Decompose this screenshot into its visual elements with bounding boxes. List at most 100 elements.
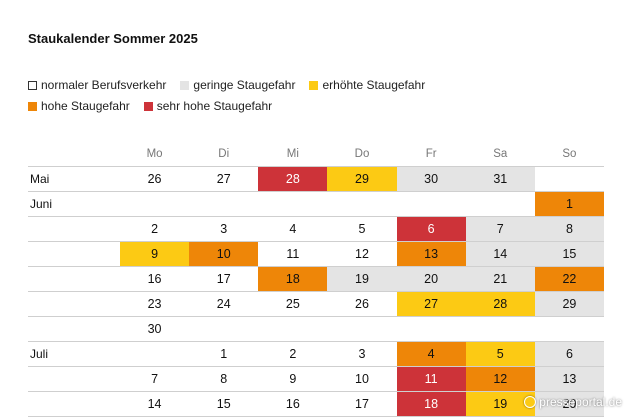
day-cell: 13 <box>534 367 604 391</box>
legend-swatch-low <box>180 80 190 90</box>
calendar-week-row: 23 24 25 26 27 28 29 <box>28 292 604 317</box>
day-cell: 17 <box>327 392 397 416</box>
traffic-calendar: Mo Di Mi Do Fr Sa So Mai 26 27 28 29 30 31 Juni… <box>28 142 604 417</box>
empty-cell <box>189 192 258 216</box>
legend-label-low: geringe Staugefahr <box>193 78 296 92</box>
legend-label-very-high: sehr hohe Staugefahr <box>156 99 273 113</box>
month-label <box>28 392 120 416</box>
day-cell: 30 <box>396 167 466 191</box>
day-cell: 1 <box>534 192 604 216</box>
weekday-header-spacer <box>28 142 120 166</box>
day-cell: 6 <box>396 217 466 241</box>
legend-item-low: geringe Staugefahr <box>180 78 295 92</box>
legend-swatch-high <box>28 101 37 111</box>
day-cell: 19 <box>327 267 397 291</box>
empty-cell <box>327 317 396 341</box>
day-cell: 12 <box>327 242 397 266</box>
month-label: Juli <box>30 347 49 361</box>
page-title: Staukalender Sommer 2025 <box>28 31 198 46</box>
day-cell: 23 <box>120 292 190 316</box>
day-cell: 18 <box>258 267 328 291</box>
month-label <box>28 217 120 241</box>
weekday-fr: Fr <box>425 148 437 160</box>
empty-cell <box>535 317 604 341</box>
calendar-week-row: 9 10 11 12 13 14 15 <box>28 242 604 267</box>
legend-swatch-elevated <box>309 80 319 90</box>
day-cell: 7 <box>465 217 535 241</box>
day-cell: 9 <box>120 242 190 266</box>
presseportal-logo-icon <box>524 396 537 408</box>
month-label <box>28 242 120 266</box>
day-cell: 11 <box>396 367 466 391</box>
weekday-di: Di <box>218 148 230 160</box>
calendar-week-row: 16 17 18 19 20 21 22 <box>28 267 604 292</box>
day-cell: 4 <box>396 342 466 366</box>
day-cell: 11 <box>258 242 328 266</box>
month-label <box>28 292 120 316</box>
empty-cell <box>327 192 396 216</box>
empty-cell <box>258 317 327 341</box>
month-label <box>28 267 120 291</box>
calendar-week-row: Juli 1 2 3 4 5 6 <box>28 342 604 367</box>
day-cell: 29 <box>534 292 604 316</box>
calendar-weeks: Mai 26 27 28 29 30 31 Juni 1 2 3 4 5 6 7 8 9 10 11 12 13 14 15… <box>28 167 604 417</box>
weekday-mi: Mi <box>286 148 299 160</box>
day-cell: 30 <box>120 317 190 341</box>
day-cell: 2 <box>120 217 190 241</box>
empty-cell <box>466 317 535 341</box>
day-cell: 3 <box>189 217 259 241</box>
day-cell: 26 <box>120 167 190 191</box>
month-label <box>28 317 120 341</box>
day-cell: 15 <box>189 392 259 416</box>
day-cell: 31 <box>465 167 535 191</box>
day-cell: 3 <box>327 342 397 366</box>
day-cell: 27 <box>189 167 259 191</box>
day-cell: 21 <box>465 267 535 291</box>
legend-item-normal: normaler Berufsverkehr <box>28 78 166 92</box>
weekday-sa: Sa <box>493 148 508 160</box>
day-cell: 9 <box>258 367 328 391</box>
calendar-week-row: 7 8 9 10 11 12 13 <box>28 367 604 392</box>
day-cell: 28 <box>465 292 535 316</box>
legend-label-normal: normaler Berufsverkehr <box>41 78 167 92</box>
weekday-mo: Mo <box>146 148 163 160</box>
day-cell: 6 <box>534 342 604 366</box>
day-cell: 12 <box>465 367 535 391</box>
empty-cell <box>120 192 189 216</box>
watermark-text: presseportal.de <box>539 395 622 409</box>
day-cell: 22 <box>534 267 604 291</box>
day-cell: 26 <box>327 292 397 316</box>
weekday-header: Mo Di Mi Do Fr Sa So <box>28 142 604 167</box>
legend-item-elevated: erhöhte Staugefahr <box>309 78 425 92</box>
month-label: Juni <box>30 197 53 211</box>
day-cell: 5 <box>465 342 535 366</box>
day-cell: 5 <box>327 217 397 241</box>
legend-swatch-very-high <box>143 101 153 111</box>
day-cell: 18 <box>396 392 466 416</box>
day-cell: 7 <box>120 367 190 391</box>
legend-row-2: hohe Staugefahr sehr hohe Staugefahr <box>28 99 286 113</box>
day-cell: 28 <box>258 167 328 191</box>
day-cell: 10 <box>189 242 259 266</box>
month-label <box>28 367 120 391</box>
day-cell: 15 <box>534 242 604 266</box>
legend-label-elevated: erhöhte Staugefahr <box>322 78 426 92</box>
empty-cell <box>397 192 466 216</box>
day-cell: 16 <box>258 392 328 416</box>
day-cell: 16 <box>120 267 190 291</box>
weekday-do: Do <box>354 148 370 160</box>
legend-label-high: hohe Staugefahr <box>41 99 130 113</box>
day-cell: 24 <box>189 292 259 316</box>
day-cell: 29 <box>327 167 397 191</box>
day-cell: 2 <box>258 342 328 366</box>
legend-swatch-normal <box>28 80 37 90</box>
day-cell: 20 <box>396 267 466 291</box>
day-cell: 14 <box>465 242 535 266</box>
day-cell: 8 <box>189 367 259 391</box>
empty-cell <box>466 192 535 216</box>
empty-cell <box>189 317 258 341</box>
legend-row-1: normaler Berufsverkehr geringe Staugefah… <box>28 78 439 92</box>
day-cell: 27 <box>396 292 466 316</box>
calendar-week-row: 30 <box>28 317 604 342</box>
